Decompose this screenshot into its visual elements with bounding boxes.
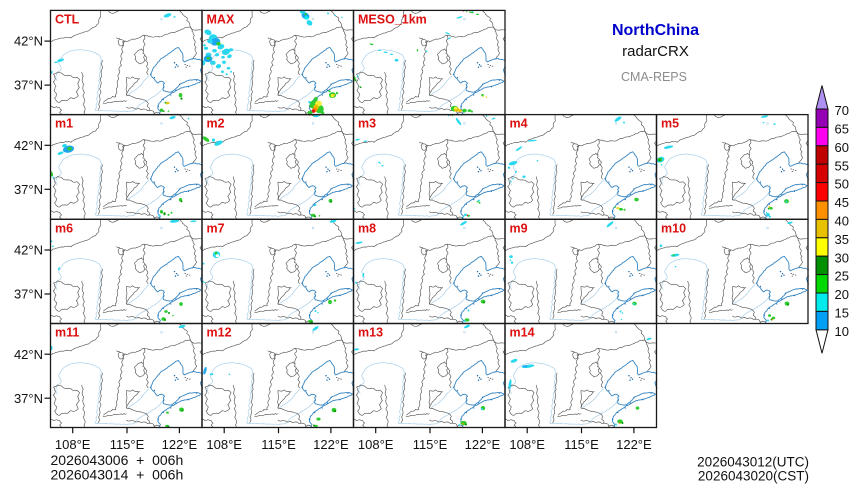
svg-text:122°E: 122°E: [465, 437, 501, 452]
svg-text:42°N: 42°N: [14, 138, 43, 153]
svg-text:MAX: MAX: [207, 12, 235, 26]
svg-text:108°E: 108°E: [358, 437, 394, 452]
svg-text:37°N: 37°N: [14, 287, 43, 302]
svg-text:m9: m9: [510, 221, 528, 235]
svg-text:115°E: 115°E: [413, 437, 448, 452]
svg-text:37°N: 37°N: [14, 182, 43, 197]
svg-text:m8: m8: [358, 221, 376, 235]
svg-text:122°E: 122°E: [616, 437, 652, 452]
svg-text:42°N: 42°N: [14, 347, 43, 362]
svg-text:42°N: 42°N: [14, 243, 43, 258]
svg-text:108°E: 108°E: [206, 437, 242, 452]
svg-text:m13: m13: [358, 326, 383, 340]
svg-text:115°E: 115°E: [564, 437, 599, 452]
svg-text:15: 15: [835, 306, 849, 321]
svg-text:2026043020(CST): 2026043020(CST): [698, 469, 809, 484]
svg-text:2026043012(UTC): 2026043012(UTC): [697, 455, 809, 470]
svg-text:20: 20: [835, 287, 849, 302]
svg-text:37°N: 37°N: [14, 391, 43, 406]
svg-text:m1: m1: [55, 117, 73, 131]
svg-text:70: 70: [835, 103, 849, 118]
svg-text:2026043014 + 006h: 2026043014 + 006h: [51, 467, 184, 483]
svg-text:115°E: 115°E: [261, 437, 296, 452]
svg-text:45: 45: [835, 195, 849, 210]
svg-text:m10: m10: [661, 221, 686, 235]
svg-text:60: 60: [835, 140, 849, 155]
svg-text:m6: m6: [55, 221, 73, 235]
svg-text:10: 10: [835, 324, 849, 339]
svg-text:40: 40: [835, 214, 849, 229]
svg-text:m14: m14: [510, 326, 535, 340]
svg-text:42°N: 42°N: [14, 34, 43, 49]
svg-text:radarCRX: radarCRX: [622, 43, 689, 60]
svg-text:122°E: 122°E: [162, 437, 198, 452]
svg-text:25: 25: [835, 269, 849, 284]
svg-text:115°E: 115°E: [110, 437, 145, 452]
svg-text:m5: m5: [661, 117, 679, 131]
svg-text:CMA-REPS: CMA-REPS: [621, 70, 687, 84]
svg-text:30: 30: [835, 250, 849, 265]
svg-text:65: 65: [835, 122, 849, 137]
svg-text:35: 35: [835, 232, 849, 247]
svg-text:CTL: CTL: [55, 12, 80, 26]
svg-text:37°N: 37°N: [14, 78, 43, 93]
svg-text:108°E: 108°E: [509, 437, 545, 452]
svg-text:122°E: 122°E: [313, 437, 349, 452]
svg-text:NorthChina: NorthChina: [612, 22, 699, 39]
svg-text:m3: m3: [358, 117, 376, 131]
svg-text:55: 55: [835, 158, 849, 173]
svg-text:108°E: 108°E: [55, 437, 91, 452]
svg-text:50: 50: [835, 177, 849, 192]
svg-text:2026043006 + 006h: 2026043006 + 006h: [51, 452, 184, 468]
svg-text:MESO_1km: MESO_1km: [358, 12, 427, 26]
svg-text:m2: m2: [207, 117, 225, 131]
svg-text:m7: m7: [207, 221, 225, 235]
svg-text:m4: m4: [510, 117, 528, 131]
svg-text:m12: m12: [207, 326, 232, 340]
svg-text:m11: m11: [55, 326, 79, 340]
